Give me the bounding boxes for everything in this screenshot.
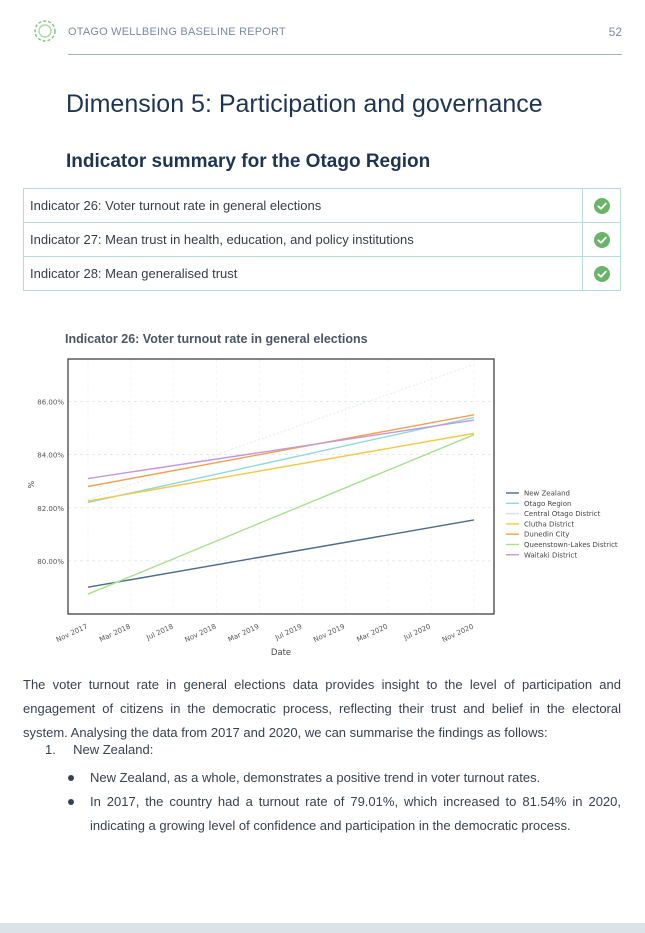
list-heading-text: New Zealand: (73, 742, 154, 757)
bullet-text: New Zealand, as a whole, demonstrates a … (90, 770, 541, 785)
x-tick-label: Jul 2020 (402, 623, 432, 643)
indicator-label: Indicator 26: Voter turnout rate in gene… (23, 188, 583, 223)
indicator-label: Indicator 28: Mean generalised trust (23, 256, 583, 291)
legend-label: Dunedin City (524, 531, 569, 539)
legend-label: Clutha District (524, 520, 574, 528)
x-tick-label: Mar 2018 (98, 623, 132, 644)
table-row: Indicator 28: Mean generalised trust (23, 256, 621, 291)
series-line (87, 414, 475, 488)
logo-icon (34, 20, 56, 42)
check-circle-icon (593, 231, 610, 248)
x-tick-label: Mar 2020 (356, 623, 390, 644)
legend-label: Central Otago District (524, 510, 601, 518)
header-divider (68, 54, 622, 55)
legend-label: New Zealand (524, 490, 570, 498)
list-number: 1. (45, 742, 56, 757)
body-paragraph: The voter turnout rate in general electi… (23, 677, 621, 740)
page-number: 52 (608, 25, 622, 39)
x-tick-label: Jul 2019 (273, 623, 303, 643)
table-row: Indicator 27: Mean trust in health, educ… (23, 222, 621, 257)
x-tick-label: Mar 2019 (227, 623, 261, 644)
series-line (87, 434, 475, 595)
legend-label: Otago Region (524, 500, 571, 508)
indicator-summary-table: Indicator 26: Voter turnout rate in gene… (23, 188, 621, 291)
plot-frame (67, 358, 495, 615)
list-item: In 2017, the country had a turnout rate … (68, 790, 621, 838)
legend-label: Queenstown-Lakes District (524, 541, 618, 549)
check-circle-icon (593, 197, 610, 214)
bullet-text: In 2017, the country had a turnout rate … (90, 794, 621, 833)
table-row: Indicator 26: Voter turnout rate in gene… (23, 188, 621, 223)
report-title: OTAGO WELLBEING BASELINE REPORT (68, 26, 286, 38)
indicator-label: Indicator 27: Mean trust in health, educ… (23, 222, 583, 257)
x-tick-label: Nov 2018 (184, 623, 218, 644)
series-line (87, 363, 475, 501)
series-line (87, 416, 475, 504)
summary-title: Indicator summary for the Otago Region (66, 151, 431, 172)
list-item: New Zealand, as a whole, demonstrates a … (68, 766, 621, 790)
series-line (87, 432, 475, 502)
y-tick-label: 84.00% (37, 452, 64, 460)
bullet-dot (68, 775, 74, 781)
x-tick-label: Nov 2017 (55, 623, 89, 644)
status-cell (582, 256, 621, 291)
y-tick-label: 86.00% (37, 399, 64, 407)
y-tick-label: 82.00% (37, 505, 64, 513)
status-cell (582, 188, 621, 223)
status-cell (582, 222, 621, 257)
line-chart: 80.00% 82.00% 84.00% 86.00% Nov 2017 Mar 2018… (27, 358, 618, 658)
x-tick-label: Nov 2020 (441, 623, 475, 644)
y-tick-label: 80.00% (37, 558, 64, 566)
legend-label: Waitaki District (524, 551, 577, 559)
y-axis-label: % (27, 480, 36, 488)
x-tick-label: Nov 2019 (312, 623, 346, 644)
series-line (87, 419, 475, 480)
x-tick-label: Jul 2018 (145, 623, 175, 643)
dimension-title: Dimension 5: Participation and governanc… (66, 90, 543, 118)
list-heading: 1. New Zealand: (45, 742, 153, 757)
x-axis-label: Date (271, 648, 291, 658)
bullet-dot (68, 799, 74, 805)
chart-title: Indicator 26: Voter turnout rate in gene… (65, 332, 368, 346)
series-line (87, 519, 475, 588)
check-circle-icon (593, 265, 610, 282)
footer-bar (0, 923, 645, 933)
